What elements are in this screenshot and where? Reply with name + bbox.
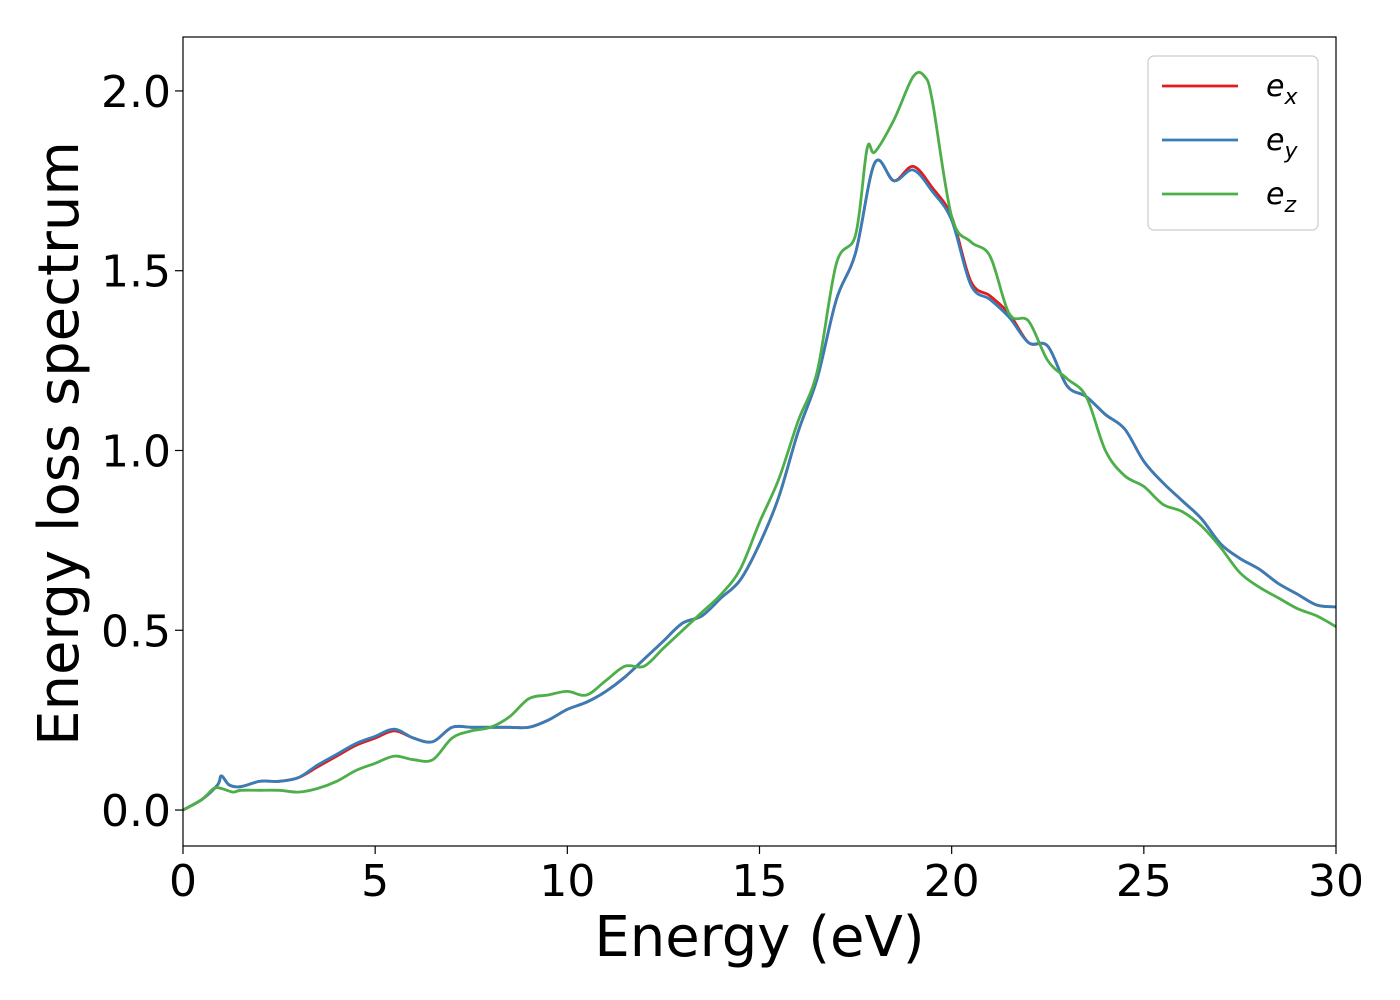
x-axis: 0 5 10 15 20 25 30 (169, 846, 1364, 907)
x-axis-label: Energy (eV) (594, 905, 924, 970)
plot-lines (182, 70, 1337, 812)
x-tick-label: 15 (732, 856, 788, 907)
y-tick-label: 2.0 (101, 67, 171, 118)
legend-label-x: ex (1266, 69, 1298, 110)
legend-box (1147, 55, 1319, 231)
y-axis: 0.0 0.5 1.0 1.5 2.0 (101, 67, 183, 837)
y-tick-label: 0.0 (101, 786, 171, 837)
y-axis-label: Energy loss spectrum (27, 141, 92, 746)
series-line-x (182, 158, 1337, 812)
series-line-y (182, 158, 1337, 812)
x-tick-label: 5 (361, 856, 389, 907)
y-tick-label: 0.5 (101, 606, 171, 657)
y-tick-label: 1.0 (101, 426, 171, 477)
x-tick-label: 30 (1308, 856, 1364, 907)
series-line-z (182, 70, 1337, 812)
legend-label-y: ey (1266, 123, 1298, 164)
x-tick-label: 10 (539, 856, 595, 907)
y-tick-label: 1.5 (101, 247, 171, 298)
x-tick-label: 20 (924, 856, 980, 907)
x-tick-label: 25 (1116, 856, 1172, 907)
x-tick-label: 0 (169, 856, 197, 907)
